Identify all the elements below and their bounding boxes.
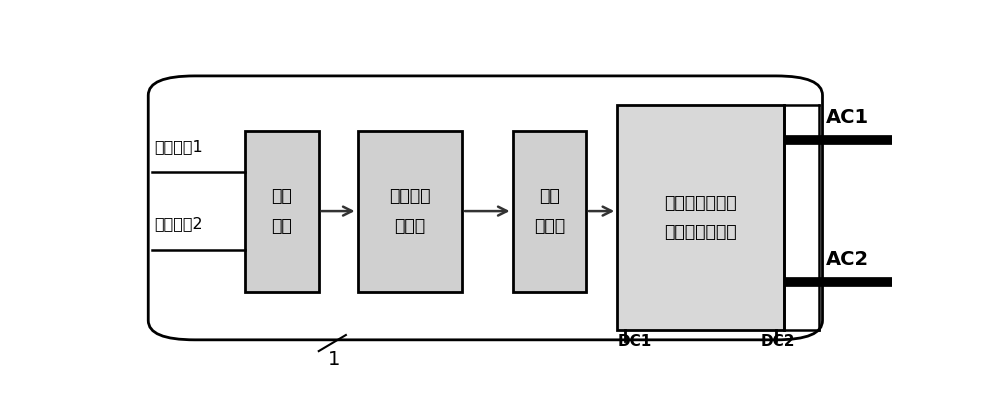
Bar: [245, 130, 319, 292]
Text: 驱动
电路板: 驱动 电路板: [534, 188, 565, 234]
Bar: [512, 130, 586, 292]
Text: 工作
电源: 工作 电源: [272, 188, 292, 234]
Bar: [358, 130, 462, 292]
Text: AC1: AC1: [826, 108, 870, 127]
Text: 由电力电子元件
构成的功率电路: 由电力电子元件 构成的功率电路: [664, 194, 737, 241]
Text: 1: 1: [328, 350, 340, 369]
Bar: [617, 105, 784, 330]
Text: DC1: DC1: [618, 334, 652, 349]
Text: DC2: DC2: [761, 334, 795, 349]
Text: AC2: AC2: [826, 250, 870, 269]
FancyBboxPatch shape: [148, 76, 822, 340]
Text: 模块控制
电路板: 模块控制 电路板: [389, 188, 431, 234]
Text: 电源进线2: 电源进线2: [154, 217, 203, 232]
Text: 电源进线1: 电源进线1: [154, 139, 203, 154]
